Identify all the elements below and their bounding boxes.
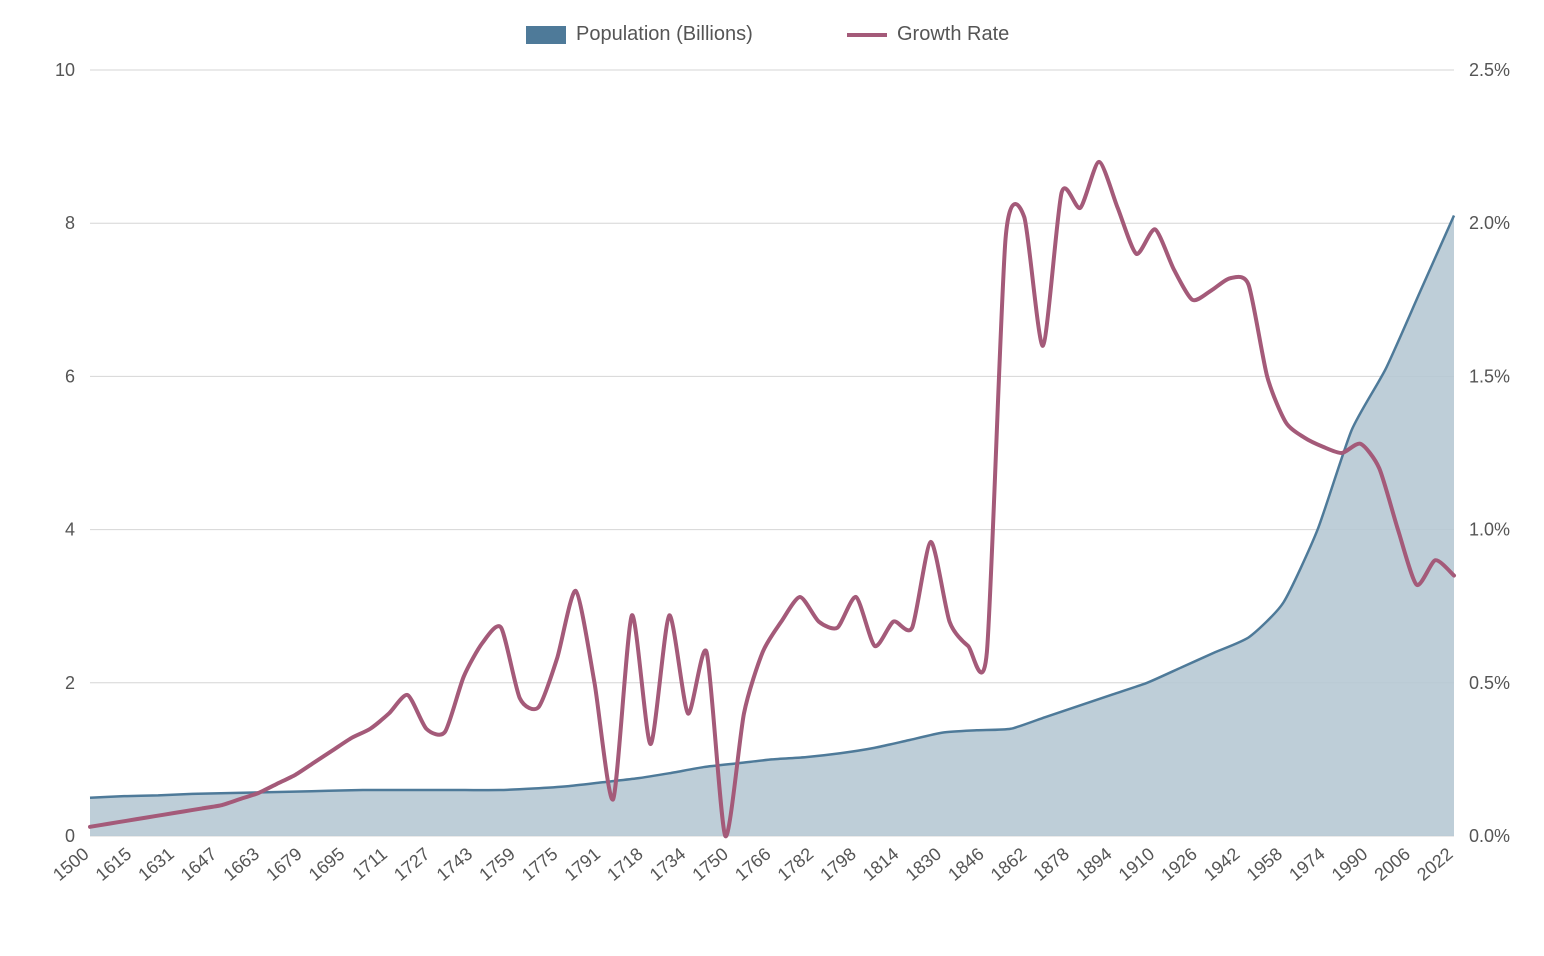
y-right-tick-label: 0.0% (1469, 826, 1510, 846)
y-right-tick-label: 1.0% (1469, 520, 1510, 540)
y-left-tick-label: 6 (65, 366, 75, 386)
y-left-tick-label: 10 (55, 60, 75, 80)
combo-chart: 00.0%20.5%41.0%61.5%82.0%102.5%150016151… (0, 0, 1544, 956)
y-left-tick-label: 0 (65, 826, 75, 846)
y-right-tick-label: 2.5% (1469, 60, 1510, 80)
legend-label: Population (Billions) (576, 23, 753, 45)
y-right-tick-label: 2.0% (1469, 213, 1510, 233)
y-left-tick-label: 4 (65, 520, 75, 540)
y-left-tick-label: 8 (65, 213, 75, 233)
legend-swatch-rect (526, 26, 566, 44)
y-right-tick-label: 1.5% (1469, 366, 1510, 386)
chart-container: 00.0%20.5%41.0%61.5%82.0%102.5%150016151… (0, 0, 1544, 956)
y-right-tick-label: 0.5% (1469, 673, 1510, 693)
y-left-tick-label: 2 (65, 673, 75, 693)
legend-label: Growth Rate (897, 23, 1009, 45)
